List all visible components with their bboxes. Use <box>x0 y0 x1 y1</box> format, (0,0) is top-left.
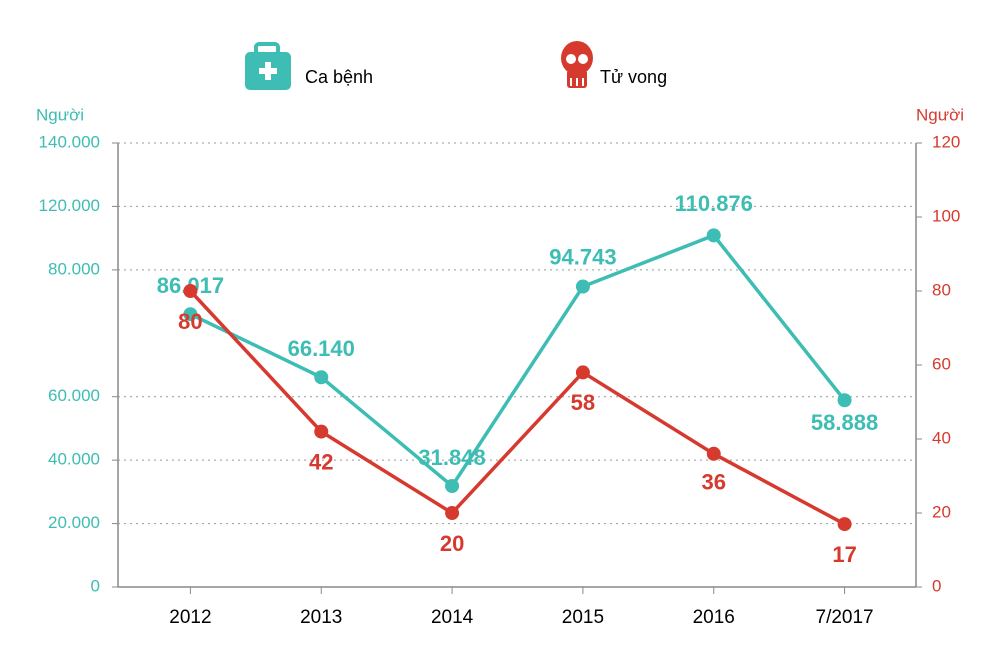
y-tick-label: 140.000 <box>39 132 100 151</box>
data-label: 20 <box>440 531 464 556</box>
data-point <box>575 365 590 380</box>
legend-icon-deaths <box>561 41 593 88</box>
x-tick-label: 2016 <box>693 607 735 628</box>
data-label: 80 <box>178 309 202 334</box>
y2-tick-label: 40 <box>932 428 951 447</box>
y-tick-label: 80.000 <box>48 259 100 278</box>
y2-axis-title: Người <box>916 105 964 124</box>
y2-tick-label: 80 <box>932 280 951 299</box>
data-label: 36 <box>702 470 726 495</box>
data-label: 17 <box>832 542 856 567</box>
y2-tick-label: 120 <box>932 132 960 151</box>
y-tick-label: 40.000 <box>48 450 100 469</box>
data-label: 31.848 <box>418 445 485 470</box>
legend: Ca bệnh Tử vong <box>245 41 667 90</box>
y2-tick-label: 60 <box>932 354 951 373</box>
data-point <box>445 478 460 493</box>
series-line <box>189 289 846 526</box>
legend-icon-cases <box>245 42 291 90</box>
data-point <box>314 424 329 439</box>
legend-label: Ca bệnh <box>305 67 373 87</box>
y-tick-label: 20.000 <box>48 513 100 532</box>
data-point <box>837 393 852 408</box>
y-tick-label: 120.000 <box>39 196 100 215</box>
data-label: 58 <box>571 390 595 415</box>
y-tick-label: 0 <box>91 576 100 595</box>
data-point <box>706 228 721 243</box>
x-tick-label: 2014 <box>431 607 474 628</box>
y2-tick-label: 0 <box>932 576 941 595</box>
data-point <box>837 517 852 532</box>
y-axis-title: Người <box>36 105 84 124</box>
data-point <box>575 279 590 294</box>
data-point <box>183 284 198 298</box>
data-label: 58.888 <box>811 410 878 435</box>
series-line <box>189 233 846 489</box>
data-point <box>183 307 198 322</box>
x-tick-label: 2015 <box>562 607 604 628</box>
data-point <box>706 446 721 461</box>
x-tick-label: 7/2017 <box>816 607 874 628</box>
data-label: 94.743 <box>549 244 616 269</box>
data-label: 66.140 <box>288 336 355 361</box>
data-point <box>445 506 460 520</box>
y-tick-label: 60.000 <box>48 386 100 405</box>
x-tick-label: 2013 <box>300 607 342 628</box>
y2-tick-label: 100 <box>932 206 960 225</box>
y2-tick-label: 20 <box>932 502 951 521</box>
data-label: 42 <box>309 449 333 474</box>
legend-label: Tử vong <box>600 67 667 87</box>
x-tick-label: 2012 <box>169 607 211 628</box>
data-point <box>314 370 329 385</box>
data-label: 110.876 <box>675 191 753 216</box>
